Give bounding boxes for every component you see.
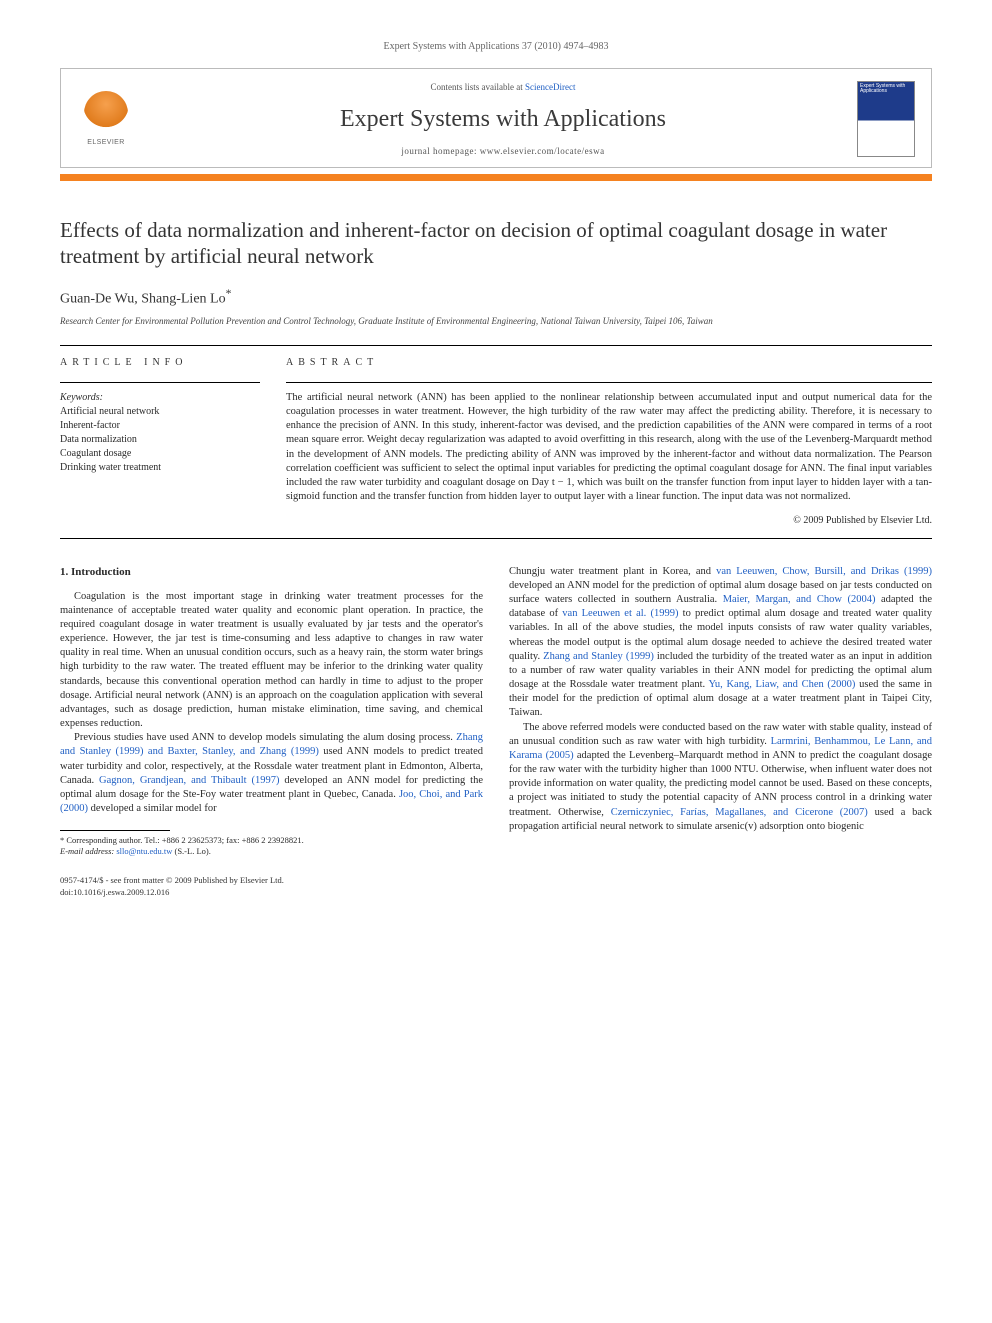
author-names: Guan-De Wu, Shang-Lien Lo [60, 291, 226, 306]
citation-link[interactable]: Czerniczyniec, Farías, Magallanes, and C… [611, 807, 868, 818]
body-two-columns: 1. Introduction Coagulation is the most … [60, 565, 932, 858]
citation-link[interactable]: van Leeuwen, Chow, Bursill, and Drikas (… [716, 566, 932, 577]
text-run: Chungju water treatment plant in Korea, … [509, 566, 716, 577]
intro-para-1: Coagulation is the most important stage … [60, 590, 483, 732]
keywords-list: Artificial neural network Inherent-facto… [60, 405, 260, 475]
footnote-email-line: E-mail address: sllo@ntu.edu.tw (S.-L. L… [60, 846, 483, 857]
journal-title: Expert Systems with Applications [149, 103, 857, 135]
intro-para-3: The above referred models were conducted… [509, 721, 932, 834]
keyword-item: Inherent-factor [60, 419, 260, 433]
keyword-item: Data normalization [60, 433, 260, 447]
keyword-item: Artificial neural network [60, 405, 260, 419]
footnote-rule [60, 830, 170, 831]
citation-link[interactable]: Yu, Kang, Liaw, and Chen (2000) [708, 679, 855, 690]
intro-para-2: Previous studies have used ANN to develo… [60, 731, 483, 816]
journal-center: Contents lists available at ScienceDirec… [149, 81, 857, 158]
journal-homepage: journal homepage: www.elsevier.com/locat… [149, 145, 857, 157]
email-link[interactable]: sllo@ntu.edu.tw [116, 846, 172, 856]
contents-available-line: Contents lists available at ScienceDirec… [149, 81, 857, 93]
article-info-column: ARTICLE INFO Keywords: Artificial neural… [60, 356, 260, 527]
keyword-item: Coagulant dosage [60, 447, 260, 461]
keywords-heading: Keywords: [60, 391, 260, 405]
body-column-left: 1. Introduction Coagulation is the most … [60, 565, 483, 858]
abstract-rule [286, 382, 932, 383]
intro-heading: 1. Introduction [60, 565, 483, 580]
citation-link[interactable]: Zhang and Stanley (1999) [543, 651, 654, 662]
corresponding-footnote: * Corresponding author. Tel.: +886 2 236… [60, 835, 483, 857]
orange-rule [60, 174, 932, 181]
cover-text: Expert Systems with Applications [860, 84, 912, 95]
article-info-label: ARTICLE INFO [60, 356, 260, 370]
copyright-line: © 2009 Published by Elsevier Ltd. [286, 514, 932, 528]
abstract-text: The artificial neural network (ANN) has … [286, 391, 932, 504]
email-tail: (S.-L. Lo). [172, 846, 210, 856]
citation-link[interactable]: van Leeuwen et al. (1999) [562, 608, 678, 619]
journal-cover-thumb: Expert Systems with Applications [857, 81, 915, 157]
abstract-column: ABSTRACT The artificial neural network (… [286, 356, 932, 527]
rule-bottom [60, 538, 932, 539]
elsevier-label: ELSEVIER [87, 138, 124, 147]
citation-link[interactable]: Maier, Margan, and Chow (2004) [723, 594, 876, 605]
keyword-item: Drinking water treatment [60, 461, 260, 475]
text-run: Previous studies have used ANN to develo… [74, 732, 456, 743]
citation-header: Expert Systems with Applications 37 (201… [60, 40, 932, 54]
rule-top [60, 345, 932, 346]
intro-para-cont: Chungju water treatment plant in Korea, … [509, 565, 932, 721]
body-column-right: Chungju water treatment plant in Korea, … [509, 565, 932, 858]
abstract-label: ABSTRACT [286, 356, 932, 370]
citation-link[interactable]: Gagnon, Grandjean, and Thibault (1997) [99, 775, 279, 786]
article-title: Effects of data normalization and inhere… [60, 217, 932, 270]
text-run: developed a similar model for [88, 803, 217, 814]
sciencedirect-link[interactable]: ScienceDirect [525, 82, 575, 92]
info-rule [60, 382, 260, 383]
journal-banner: ELSEVIER Contents lists available at Sci… [60, 68, 932, 169]
authors: Guan-De Wu, Shang-Lien Lo* [60, 286, 932, 310]
contents-prefix: Contents lists available at [431, 82, 525, 92]
email-label: E-mail address: [60, 846, 114, 856]
footer-line-1: 0957-4174/$ - see front matter © 2009 Pu… [60, 875, 932, 886]
footer-line-2: doi:10.1016/j.eswa.2009.12.016 [60, 887, 932, 898]
elsevier-tree-icon [84, 91, 128, 135]
elsevier-logo: ELSEVIER [77, 87, 135, 151]
info-abstract-row: ARTICLE INFO Keywords: Artificial neural… [60, 356, 932, 527]
corresponding-sup: * [226, 287, 232, 300]
page-footer: 0957-4174/$ - see front matter © 2009 Pu… [60, 875, 932, 898]
footnote-corr: * Corresponding author. Tel.: +886 2 236… [60, 835, 483, 846]
affiliation: Research Center for Environmental Pollut… [60, 315, 932, 327]
